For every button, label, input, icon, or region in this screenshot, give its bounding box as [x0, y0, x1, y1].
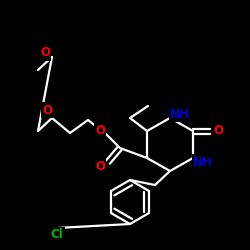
- Text: NH: NH: [170, 108, 190, 120]
- Text: NH: NH: [193, 156, 213, 168]
- Text: O: O: [95, 160, 105, 172]
- Text: O: O: [40, 46, 50, 60]
- Text: O: O: [42, 104, 52, 117]
- Text: Cl: Cl: [50, 228, 64, 241]
- Text: O: O: [213, 124, 223, 138]
- Text: O: O: [95, 124, 105, 136]
